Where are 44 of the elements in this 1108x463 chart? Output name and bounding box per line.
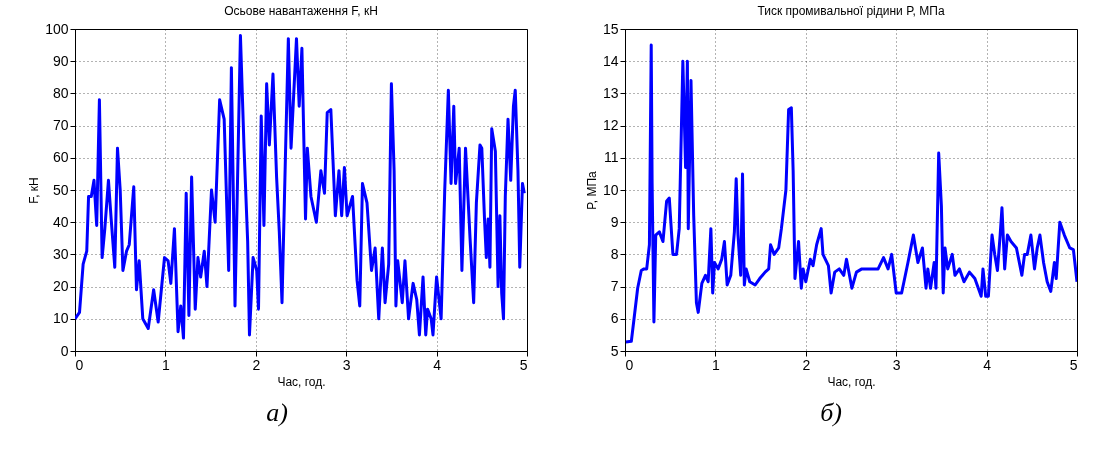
y-tick-label: 11: [603, 149, 619, 166]
y-tick-label: 40: [52, 213, 69, 230]
y-tick-label: 90: [52, 52, 69, 69]
y-tick-label: 13: [602, 84, 619, 101]
y-tick-label: 7: [610, 278, 619, 295]
line-series: [74, 33, 526, 340]
x-tick-label: 0: [75, 356, 83, 373]
x-tick-label: 5: [1069, 356, 1078, 373]
line-series: [624, 43, 1077, 344]
x-tick-label: 5: [519, 356, 528, 373]
y-tick-label: 5: [610, 342, 619, 359]
y-tick-label: 30: [52, 245, 69, 262]
y-tick-label: 10: [602, 181, 619, 198]
x-tick-label: 0: [625, 356, 633, 373]
y-tick-label: 50: [52, 181, 69, 198]
x-axis-title: Час, год.: [276, 374, 326, 389]
y-tick-label: 0: [60, 342, 69, 359]
y-tick-label: 70: [52, 117, 69, 134]
y-tick-label: 15: [602, 20, 619, 37]
x-tick-label: 2: [801, 356, 810, 373]
chart-title: Тиск промивальної рідини P, МПа: [756, 4, 945, 18]
y-axis-title: F, кН: [26, 177, 41, 204]
y-tick-label: 6: [610, 310, 619, 327]
x-tick-label: 3: [892, 356, 901, 373]
y-tick-label: 20: [52, 278, 69, 295]
x-tick-label: 3: [342, 356, 351, 373]
x-tick-label: 1: [711, 356, 720, 373]
y-tick-label: 100: [44, 20, 69, 37]
text: а): [266, 398, 288, 428]
y-tick-label: 80: [52, 84, 69, 101]
text: б): [820, 398, 842, 428]
x-tick-label: 4: [982, 356, 991, 373]
x-tick-label: 4: [432, 356, 441, 373]
x-tick-label: 1: [161, 356, 170, 373]
y-tick-label: 14: [602, 52, 619, 69]
y-tick-label: 60: [52, 149, 69, 166]
y-tick-label: 12: [602, 117, 619, 134]
y-tick-label: 9: [610, 213, 619, 230]
x-tick-label: 2: [251, 356, 260, 373]
x-axis-title: Час, год.: [826, 374, 876, 389]
y-tick-label: 8: [610, 245, 619, 262]
chart-title: Осьове навантаження F, кН: [223, 4, 378, 18]
y-axis-title: P, МПа: [584, 170, 599, 210]
y-tick-label: 10: [52, 310, 69, 327]
